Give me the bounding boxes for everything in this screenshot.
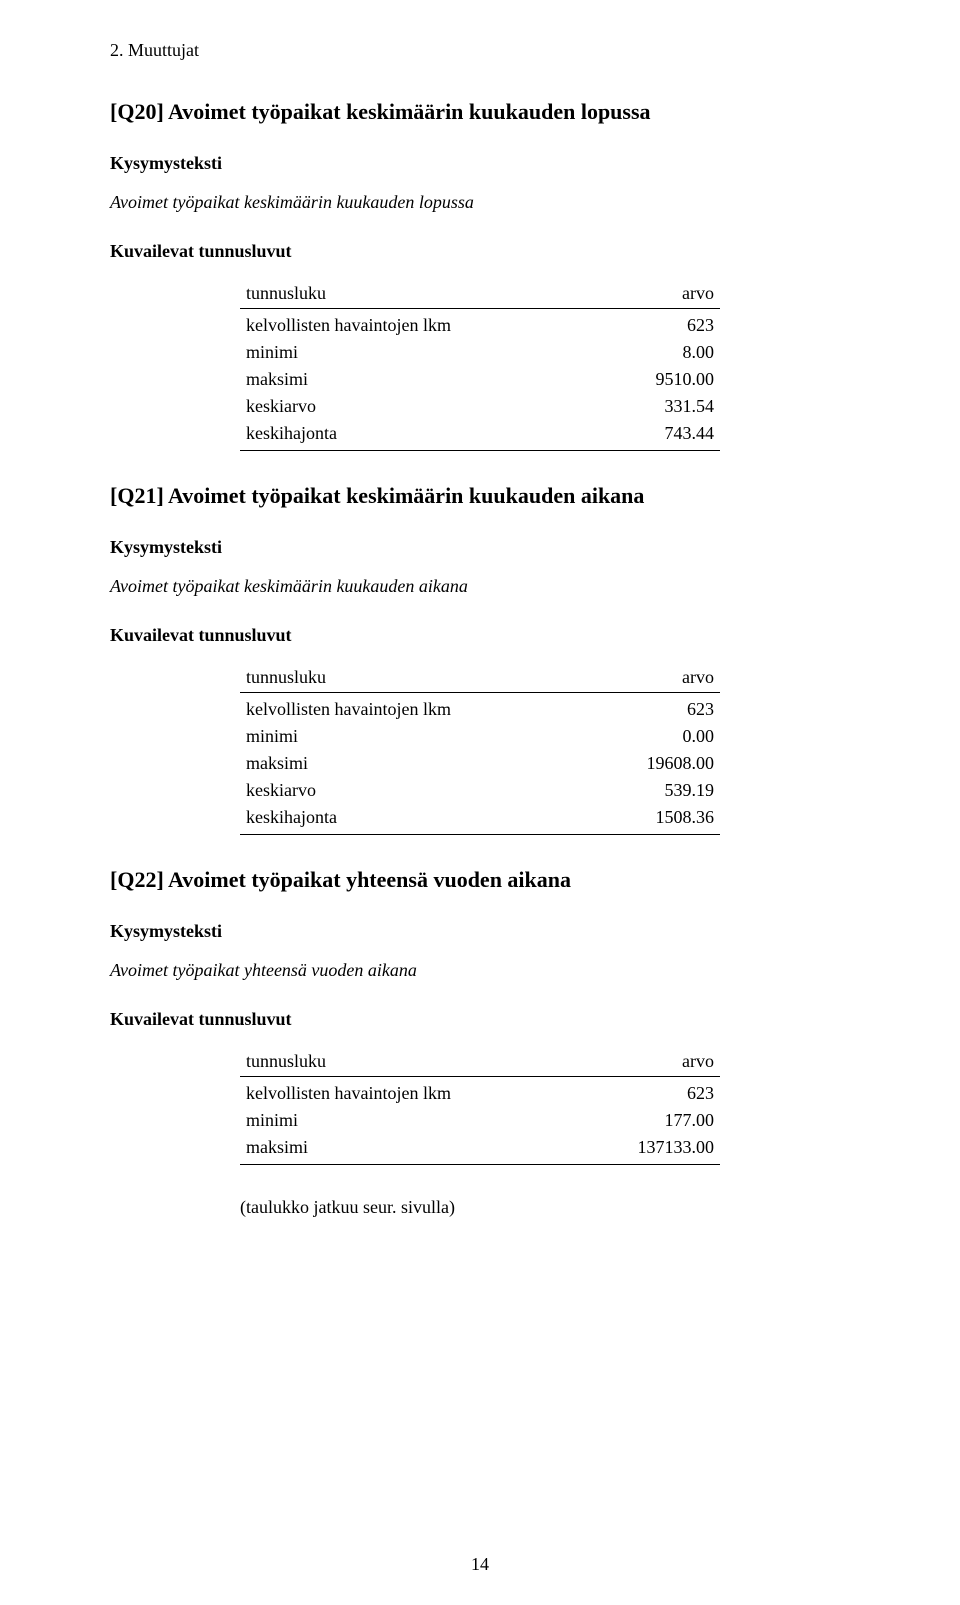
col-header-tunnusluku: tunnusluku — [240, 280, 602, 309]
row-label: keskihajonta — [240, 420, 602, 451]
table-row: kelvollisten havaintojen lkm 623 — [240, 1077, 720, 1108]
table-row: kelvollisten havaintojen lkm 623 — [240, 309, 720, 340]
page-number: 14 — [0, 1554, 960, 1575]
q21-question-text: Avoimet työpaikat keskimäärin kuukauden … — [110, 576, 850, 597]
row-label: keskihajonta — [240, 804, 591, 835]
q22-title: [Q22] Avoimet työpaikat yhteensä vuoden … — [110, 867, 850, 893]
page-header-line: 2. Muuttujat — [110, 40, 850, 61]
q22-kuvailevat-label: Kuvailevat tunnusluvut — [110, 1009, 850, 1030]
row-value: 623 — [591, 693, 720, 724]
row-label: minimi — [240, 339, 602, 366]
q21-kuvailevat-label: Kuvailevat tunnusluvut — [110, 625, 850, 646]
table-row: maksimi 19608.00 — [240, 750, 720, 777]
col-header-tunnusluku: tunnusluku — [240, 1048, 581, 1077]
row-value: 9510.00 — [602, 366, 720, 393]
q20-kuvailevat-label: Kuvailevat tunnusluvut — [110, 241, 850, 262]
table-row: minimi 177.00 — [240, 1107, 720, 1134]
table-row: keskiarvo 539.19 — [240, 777, 720, 804]
table-row: tunnusluku arvo — [240, 1048, 720, 1077]
row-label: kelvollisten havaintojen lkm — [240, 693, 591, 724]
document-page: 2. Muuttujat [Q20] Avoimet työpaikat kes… — [0, 0, 960, 1605]
q20-question-text: Avoimet työpaikat keskimäärin kuukauden … — [110, 192, 850, 213]
row-label: kelvollisten havaintojen lkm — [240, 1077, 581, 1108]
row-label: kelvollisten havaintojen lkm — [240, 309, 602, 340]
row-value: 8.00 — [602, 339, 720, 366]
table-continues-note: (taulukko jatkuu seur. sivulla) — [240, 1197, 850, 1218]
row-value: 331.54 — [602, 393, 720, 420]
table-row: tunnusluku arvo — [240, 664, 720, 693]
q22-kysymysteksti-label: Kysymysteksti — [110, 921, 850, 942]
q22-question-text: Avoimet työpaikat yhteensä vuoden aikana — [110, 960, 850, 981]
row-label: maksimi — [240, 1134, 581, 1165]
row-value: 1508.36 — [591, 804, 720, 835]
row-value: 137133.00 — [581, 1134, 720, 1165]
row-label: minimi — [240, 723, 591, 750]
row-value: 19608.00 — [591, 750, 720, 777]
row-value: 743.44 — [602, 420, 720, 451]
row-label: minimi — [240, 1107, 581, 1134]
row-value: 539.19 — [591, 777, 720, 804]
table-row: tunnusluku arvo — [240, 280, 720, 309]
col-header-tunnusluku: tunnusluku — [240, 664, 591, 693]
q20-kysymysteksti-label: Kysymysteksti — [110, 153, 850, 174]
row-label: maksimi — [240, 750, 591, 777]
row-label: keskiarvo — [240, 777, 591, 804]
table-row: minimi 8.00 — [240, 339, 720, 366]
row-value: 623 — [581, 1077, 720, 1108]
col-header-arvo: arvo — [581, 1048, 720, 1077]
col-header-arvo: arvo — [602, 280, 720, 309]
q21-table-wrap: tunnusluku arvo kelvollisten havaintojen… — [110, 664, 850, 835]
q22-table: tunnusluku arvo kelvollisten havaintojen… — [240, 1048, 720, 1165]
q21-kysymysteksti-label: Kysymysteksti — [110, 537, 850, 558]
q20-table: tunnusluku arvo kelvollisten havaintojen… — [240, 280, 720, 451]
q22-table-wrap: tunnusluku arvo kelvollisten havaintojen… — [110, 1048, 850, 1165]
q20-table-wrap: tunnusluku arvo kelvollisten havaintojen… — [110, 280, 850, 451]
table-row: maksimi 137133.00 — [240, 1134, 720, 1165]
q21-table: tunnusluku arvo kelvollisten havaintojen… — [240, 664, 720, 835]
table-row: keskiarvo 331.54 — [240, 393, 720, 420]
row-label: maksimi — [240, 366, 602, 393]
col-header-arvo: arvo — [591, 664, 720, 693]
q20-title: [Q20] Avoimet työpaikat keskimäärin kuuk… — [110, 99, 850, 125]
q21-title: [Q21] Avoimet työpaikat keskimäärin kuuk… — [110, 483, 850, 509]
row-value: 623 — [602, 309, 720, 340]
table-row: keskihajonta 1508.36 — [240, 804, 720, 835]
table-row: kelvollisten havaintojen lkm 623 — [240, 693, 720, 724]
row-label: keskiarvo — [240, 393, 602, 420]
row-value: 177.00 — [581, 1107, 720, 1134]
row-value: 0.00 — [591, 723, 720, 750]
table-row: keskihajonta 743.44 — [240, 420, 720, 451]
table-row: minimi 0.00 — [240, 723, 720, 750]
table-row: maksimi 9510.00 — [240, 366, 720, 393]
